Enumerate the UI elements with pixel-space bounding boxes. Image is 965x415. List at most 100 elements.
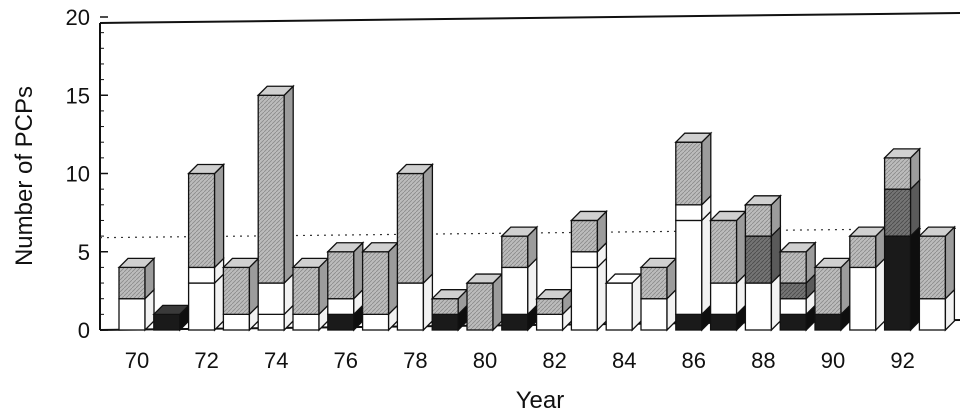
x-tick-label: 82 [542,348,566,373]
bar-segment-front [883,235,912,331]
bar-88 [743,194,782,332]
x-tick-label: 76 [334,348,358,373]
bar-segment-front [396,172,425,284]
bar-segment-front [327,298,355,316]
bar-segment-front [744,235,773,284]
bar-segment-front [779,298,807,316]
bar-segment-front [501,266,529,315]
x-tick-label: 72 [194,348,218,373]
bar-segment-front [257,94,285,284]
bar-segment-front [709,313,738,331]
bar-segment-front [709,282,738,315]
bar-segment-front [222,313,251,331]
bar-89 [778,241,817,332]
bar-84 [604,272,643,332]
bar-segment-front [187,266,216,284]
x-tick-label: 86 [682,348,706,373]
bar-segment-front [849,266,877,331]
bar-segment-front [883,157,912,190]
bar-82 [535,288,574,332]
x-tick-label: 78 [403,348,427,373]
bar-segment-front [257,313,285,331]
bar-segment-front [466,282,494,331]
bar-91 [848,225,887,332]
bar-segment-front [675,219,703,315]
bar-73 [221,256,260,332]
bar-segment-side [387,241,399,316]
bar-segment-front [187,282,216,331]
bar-81 [500,225,539,332]
bar-segment-front [918,298,947,331]
y-tick-label: 0 [78,318,90,343]
y-tick-label: 15 [66,83,90,108]
bar-top-face [569,210,608,222]
bar-segment-front [570,219,599,253]
bar-top-face [256,85,295,96]
bar-segment-side [701,209,712,316]
bar-segment-front [814,266,842,315]
bar-segment-front [222,266,251,315]
bar-segment-front [675,141,703,206]
bar-segment-front [431,313,459,331]
bar-top-face [917,226,956,237]
bar-segment-front [292,313,320,331]
bar-segment-front [501,235,529,269]
bar-segment-front [744,204,773,237]
bar-segment-front [640,298,668,331]
bar-80 [465,272,504,332]
bar-segment-front [118,298,146,331]
bar-segment-front [675,313,703,331]
bar-top-face [778,242,817,253]
bar-segment-front [153,313,181,331]
y-axis-ticks: 0 5 10 15 20 [66,5,108,343]
bar-segment-front [501,313,529,331]
x-tick-label: 92 [890,348,914,373]
bar-top-face [187,163,226,175]
bar-top-face [500,226,539,237]
bar-segment-side [213,162,225,269]
bar-77 [361,241,400,332]
bar-93 [917,225,956,332]
bar-segment-front [187,172,216,269]
bar-segment-front [744,282,773,331]
bar-segment-front [779,251,807,284]
bar-segment-front [709,219,738,284]
bar-segment-front [675,204,703,222]
x-tick-label: 80 [473,348,497,373]
x-tick-label: 90 [821,348,845,373]
bar-segment-front [570,266,599,331]
bar-92 [883,147,922,332]
bar-segment-side [944,225,956,301]
top-border-line [99,12,961,24]
bar-segment-side [701,131,712,207]
bar-86 [674,131,713,332]
bar-top-face [326,242,365,253]
bar-top-face [743,195,782,206]
bar-segment-front [327,313,355,331]
bar-76 [326,241,365,332]
bar-83 [569,209,608,332]
bar-segment-side [596,256,608,332]
bar-segment-front [814,313,842,331]
bar-74 [256,84,295,332]
x-tick-label: 74 [264,348,288,373]
bar-segment-front [361,313,390,331]
bar-71 [152,303,191,332]
bar-85 [639,256,678,332]
bar-75 [291,256,330,332]
bar-78 [395,162,434,332]
bar-87 [709,209,748,332]
bar-segment-front [396,282,425,331]
bar-segment-front [640,266,668,300]
x-tick-label: 70 [125,348,149,373]
bar-segment-front [361,251,390,315]
bar-top-face [674,132,713,143]
x-axis-ticks: 70 72 74 76 78 80 82 84 86 88 90 92 [125,348,915,373]
bar-segment-front [535,313,564,331]
y-axis-title: Number of PCPs [11,86,38,266]
bar-segment-front [918,235,947,300]
bar-segment-front [605,282,633,331]
bar-segment-front [292,266,320,315]
bar-segment-front [118,266,146,300]
